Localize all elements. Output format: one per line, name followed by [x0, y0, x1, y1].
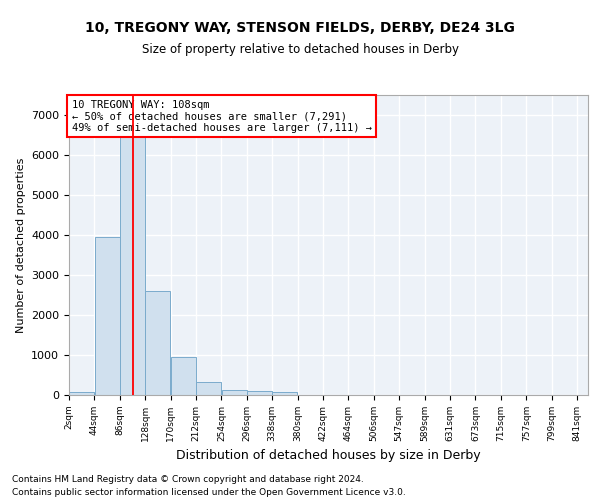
Text: Contains public sector information licensed under the Open Government Licence v3: Contains public sector information licen…: [12, 488, 406, 497]
Bar: [95, 237, 119, 395]
Bar: [247, 392, 272, 395]
Text: Contains HM Land Registry data © Crown copyright and database right 2024.: Contains HM Land Registry data © Crown c…: [12, 474, 364, 484]
Bar: [196, 382, 221, 395]
Text: 10 TREGONY WAY: 108sqm
← 50% of detached houses are smaller (7,291)
49% of semi-: 10 TREGONY WAY: 108sqm ← 50% of detached…: [71, 100, 371, 132]
Bar: [120, 133, 145, 395]
Text: Size of property relative to detached houses in Derby: Size of property relative to detached ho…: [142, 44, 458, 57]
Bar: [69, 392, 94, 395]
Bar: [145, 291, 170, 395]
Text: 10, TREGONY WAY, STENSON FIELDS, DERBY, DE24 3LG: 10, TREGONY WAY, STENSON FIELDS, DERBY, …: [85, 20, 515, 34]
Bar: [272, 392, 298, 395]
Bar: [221, 390, 247, 395]
Y-axis label: Number of detached properties: Number of detached properties: [16, 158, 26, 332]
Bar: [171, 357, 196, 395]
X-axis label: Distribution of detached houses by size in Derby: Distribution of detached houses by size …: [176, 450, 481, 462]
